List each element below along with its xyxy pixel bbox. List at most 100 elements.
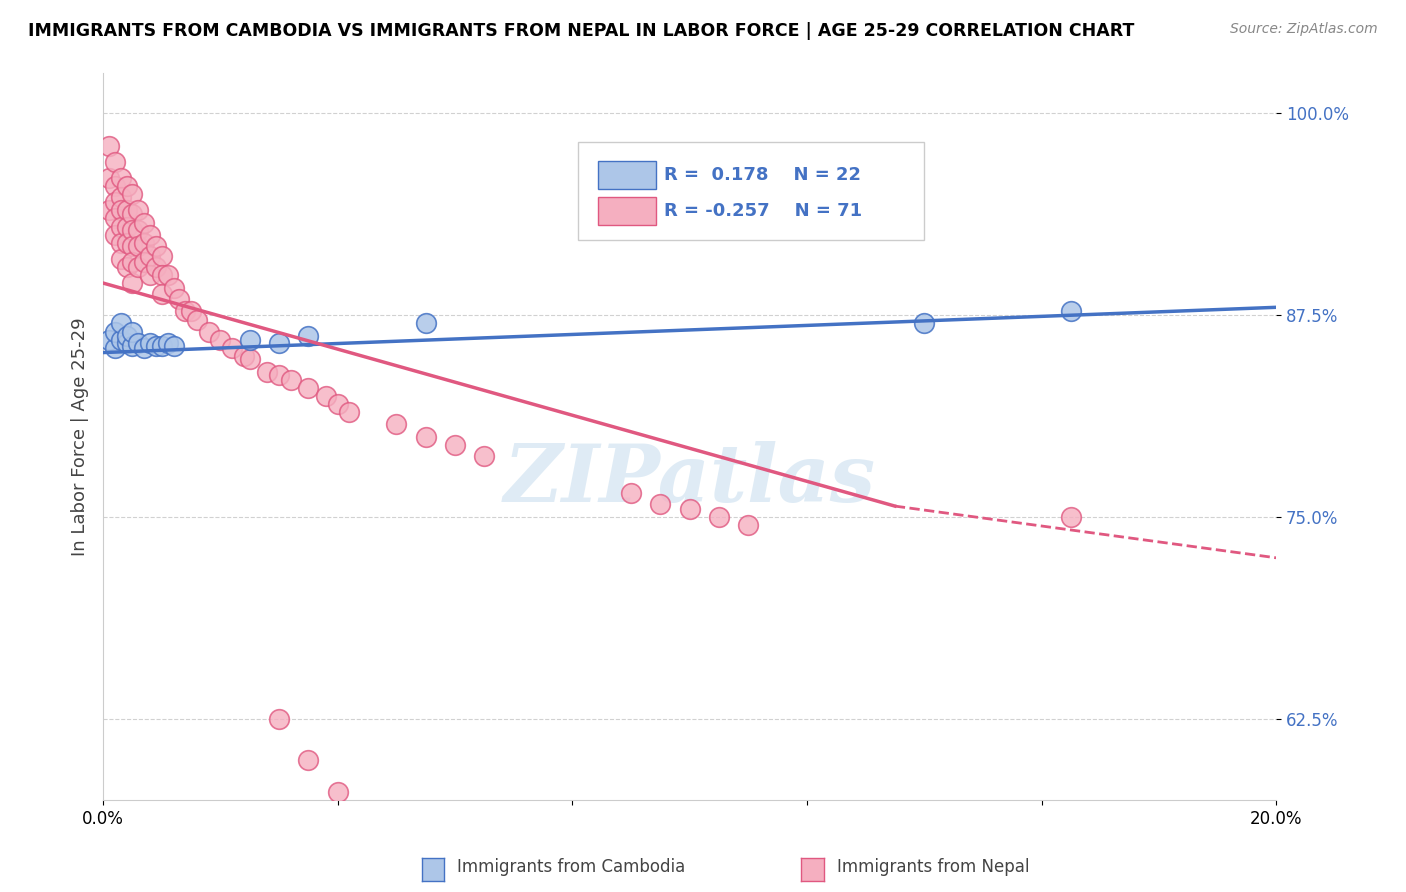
Point — [115, 219, 138, 234]
Point — [134, 341, 156, 355]
Point — [267, 368, 290, 383]
Point — [115, 203, 138, 218]
Point — [121, 339, 143, 353]
FancyBboxPatch shape — [578, 142, 924, 240]
Point — [297, 329, 319, 343]
Point — [239, 351, 262, 366]
Point — [737, 518, 759, 533]
Text: R = -0.257    N = 71: R = -0.257 N = 71 — [664, 202, 862, 220]
Point — [221, 341, 243, 355]
Point — [127, 260, 149, 274]
Point — [110, 219, 132, 234]
Point — [197, 325, 219, 339]
Point — [134, 255, 156, 269]
Text: R =  0.178    N = 22: R = 0.178 N = 22 — [664, 166, 860, 184]
Point — [620, 486, 643, 500]
Point — [415, 429, 437, 443]
Point — [110, 333, 132, 347]
Point — [104, 195, 127, 210]
Text: ZIPatlas: ZIPatlas — [503, 442, 876, 519]
Point — [121, 239, 143, 253]
Point — [121, 223, 143, 237]
Point — [707, 510, 730, 524]
Point — [162, 339, 184, 353]
Point — [104, 211, 127, 226]
Point — [110, 171, 132, 186]
Point — [127, 203, 149, 218]
Text: IMMIGRANTS FROM CAMBODIA VS IMMIGRANTS FROM NEPAL IN LABOR FORCE | AGE 25-29 COR: IMMIGRANTS FROM CAMBODIA VS IMMIGRANTS F… — [28, 22, 1135, 40]
Point — [444, 438, 467, 452]
Point — [98, 171, 121, 186]
Point — [121, 325, 143, 339]
Point — [232, 349, 254, 363]
Point — [139, 227, 162, 242]
Point — [326, 397, 349, 411]
Point — [415, 317, 437, 331]
Point — [385, 417, 408, 431]
Point — [174, 303, 197, 318]
Point — [134, 235, 156, 250]
Point — [209, 333, 232, 347]
Point — [156, 335, 179, 350]
Point — [150, 339, 173, 353]
Point — [297, 753, 319, 767]
Point — [127, 239, 149, 253]
Point — [1060, 510, 1083, 524]
Point — [104, 154, 127, 169]
Point — [104, 227, 127, 242]
Text: Immigrants from Nepal: Immigrants from Nepal — [837, 858, 1029, 876]
Point — [98, 203, 121, 218]
Point — [98, 333, 121, 347]
Point — [110, 252, 132, 266]
Point — [1060, 303, 1083, 318]
Point — [150, 249, 173, 263]
Point — [239, 333, 262, 347]
FancyBboxPatch shape — [598, 161, 655, 188]
Y-axis label: In Labor Force | Age 25-29: In Labor Force | Age 25-29 — [72, 318, 89, 556]
Point — [297, 381, 319, 395]
Point — [678, 502, 700, 516]
Point — [110, 317, 132, 331]
Point — [115, 329, 138, 343]
Point — [115, 179, 138, 194]
Point — [121, 255, 143, 269]
Point — [121, 206, 143, 220]
Point — [127, 335, 149, 350]
Point — [339, 405, 361, 419]
Point — [121, 187, 143, 202]
Point — [150, 287, 173, 301]
Point — [110, 190, 132, 204]
Point — [139, 268, 162, 282]
Point — [145, 260, 167, 274]
Point — [150, 268, 173, 282]
Point — [280, 373, 302, 387]
Point — [115, 235, 138, 250]
Point — [156, 268, 179, 282]
Point — [650, 498, 672, 512]
Point — [326, 785, 349, 799]
Point — [267, 335, 290, 350]
Point — [127, 223, 149, 237]
Point — [110, 203, 132, 218]
Point — [139, 249, 162, 263]
Point — [315, 389, 337, 403]
Point — [912, 317, 935, 331]
Point — [139, 335, 162, 350]
Point — [110, 235, 132, 250]
Point — [256, 365, 278, 379]
Point — [104, 325, 127, 339]
Point — [145, 339, 167, 353]
Point — [162, 281, 184, 295]
Text: Immigrants from Cambodia: Immigrants from Cambodia — [457, 858, 685, 876]
Point — [121, 276, 143, 290]
FancyBboxPatch shape — [598, 197, 655, 225]
Point — [169, 292, 191, 306]
Point — [472, 449, 495, 463]
Point — [267, 713, 290, 727]
Point — [115, 260, 138, 274]
Point — [180, 303, 202, 318]
Point — [98, 138, 121, 153]
Point — [104, 179, 127, 194]
Point — [186, 313, 208, 327]
Point — [115, 335, 138, 350]
